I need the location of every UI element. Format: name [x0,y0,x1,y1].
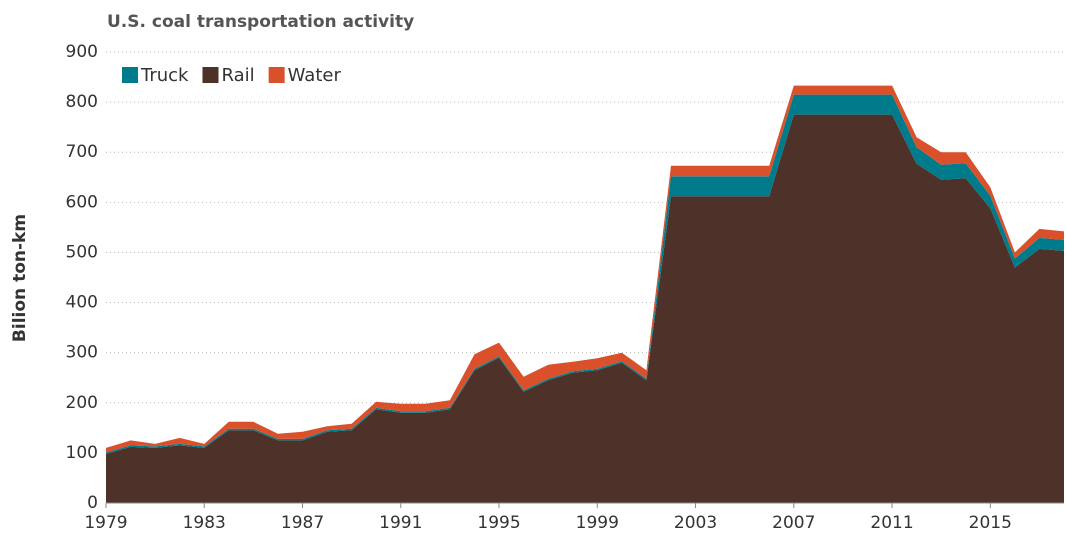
legend-label: Water [288,65,342,86]
y-tick-label: 200 [66,393,98,413]
y-tick-label: 100 [66,443,98,463]
y-tick-label: 400 [66,293,98,313]
x-tick-label: 2003 [674,513,717,533]
y-axis-label: Bilion ton-km [10,214,30,342]
legend-swatch [202,67,219,83]
legend-swatch [122,67,138,83]
y-tick-label: 500 [66,242,98,262]
y-tick-label: 0 [87,493,98,513]
y-tick-label: 700 [66,142,98,162]
legend-swatch [268,67,285,83]
y-tick-label: 300 [66,343,98,363]
x-tick-label: 2011 [870,513,913,533]
legend-label: Truck [140,65,189,86]
x-tick-label: 1979 [84,513,127,533]
x-tick-label: 2007 [772,513,815,533]
chart-title: U.S. coal transportation activity [107,12,414,32]
y-tick-label: 900 [66,42,98,62]
x-tick-label: 1999 [576,513,619,533]
y-tick-label: 800 [66,92,98,112]
x-tick-label: 1983 [183,513,226,533]
area-rail [106,114,1064,503]
legend-label: Rail [221,65,254,86]
x-tick-label: 1991 [379,513,422,533]
x-tick-label: 2015 [969,513,1012,533]
x-tick-label: 1995 [477,513,520,533]
y-tick-label: 600 [66,192,98,212]
x-tick-label: 1987 [281,513,324,533]
